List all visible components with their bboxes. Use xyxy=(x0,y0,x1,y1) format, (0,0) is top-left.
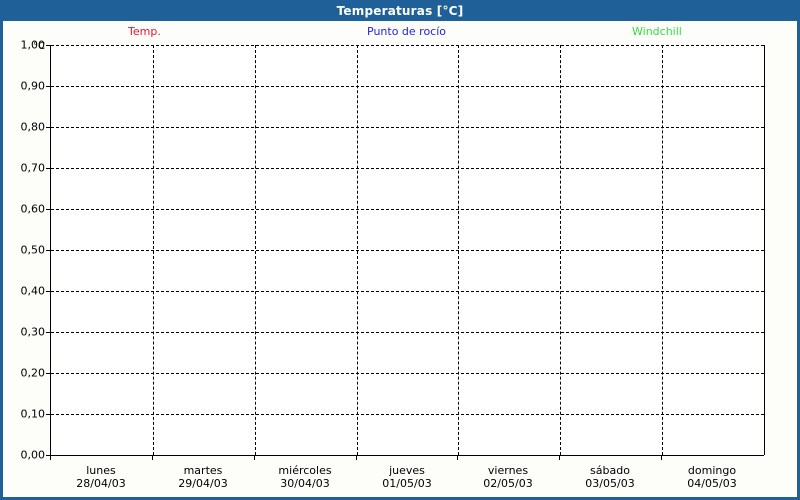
y-axis-tick-mark xyxy=(46,414,50,415)
x-axis-day-name: lunes xyxy=(86,464,116,477)
y-axis-tick-mark xyxy=(46,209,50,210)
y-axis-tick-mark xyxy=(46,45,50,46)
y-axis-tick-label: 0,70 xyxy=(20,161,46,175)
gridline-horizontal xyxy=(51,373,764,374)
x-axis-day-date: 03/05/03 xyxy=(585,477,635,490)
x-axis-day-date: 30/04/03 xyxy=(280,477,330,490)
x-axis-day-name: jueves xyxy=(389,464,425,477)
y-axis-tick-label: 0,20 xyxy=(20,366,46,380)
plot-area xyxy=(50,45,765,456)
x-axis-day-date: 28/04/03 xyxy=(76,477,126,490)
x-axis-tick-mark xyxy=(457,456,458,460)
legend-item-windchill: Windchill xyxy=(632,25,682,38)
y-axis-tick-label: 0,90 xyxy=(20,79,46,93)
y-axis-tick-label: 0,60 xyxy=(20,202,46,216)
y-axis-tick-mark xyxy=(46,332,50,333)
gridline-horizontal xyxy=(51,127,764,128)
x-axis-day-date: 02/05/03 xyxy=(483,477,533,490)
page-title: Temperaturas [°C] xyxy=(336,3,464,18)
x-axis-tick-label: martes 29/04/03 xyxy=(143,464,263,490)
gridline-horizontal xyxy=(51,250,764,251)
y-axis-unit-label: °C xyxy=(33,41,45,52)
x-axis-tick-label: viernes 02/05/03 xyxy=(448,464,568,490)
y-axis-tick-mark xyxy=(46,455,50,456)
x-axis-tick-label: miércoles 30/04/03 xyxy=(245,464,365,490)
x-axis-day-name: miércoles xyxy=(278,464,332,477)
y-axis-tick-label: 0,10 xyxy=(20,407,46,421)
x-axis-tick-label: jueves 01/05/03 xyxy=(347,464,467,490)
x-axis-day-name: domingo xyxy=(687,464,737,477)
gridline-horizontal xyxy=(51,291,764,292)
gridline-vertical xyxy=(662,45,663,455)
window-title-bar: Temperaturas [°C] xyxy=(0,0,800,21)
plot-right-edge xyxy=(764,45,765,455)
y-axis-tick-mark xyxy=(46,168,50,169)
x-axis-tick-mark xyxy=(254,456,255,460)
y-axis-tick-label: 0,50 xyxy=(20,243,46,257)
x-axis-tick-mark xyxy=(661,456,662,460)
y-axis-tick-label: 0,80 xyxy=(20,120,46,134)
y-axis-tick-mark xyxy=(46,373,50,374)
y-axis-tick-label: 0,40 xyxy=(20,284,46,298)
gridline-vertical xyxy=(255,45,256,455)
x-axis-tick-mark xyxy=(152,456,153,460)
y-axis-tick-mark xyxy=(46,250,50,251)
x-axis-day-date: 01/05/03 xyxy=(382,477,432,490)
gridline-vertical xyxy=(153,45,154,455)
plot-gridlines xyxy=(51,45,764,456)
y-axis-tick-label: 0,00 xyxy=(20,448,46,462)
gridline-horizontal xyxy=(51,168,764,169)
x-axis-tick-mark xyxy=(356,456,357,460)
gridline-vertical xyxy=(458,45,459,455)
gridline-horizontal xyxy=(51,414,764,415)
x-axis-day-name: viernes xyxy=(487,464,529,477)
x-axis-tick-mark xyxy=(559,456,560,460)
x-axis-tick-mark xyxy=(50,456,51,460)
x-axis-day-name: sábado xyxy=(590,464,630,477)
x-axis-day-name: martes xyxy=(183,464,223,477)
y-axis-tick-label: 0,30 xyxy=(20,325,46,339)
gridline-horizontal xyxy=(51,332,764,333)
y-axis-tick-label: 1,00 xyxy=(20,38,46,52)
y-axis-tick-mark xyxy=(46,127,50,128)
legend-item-dewpoint: Punto de rocío xyxy=(367,25,447,38)
chart-legend: Temp. Punto de rocío Windchill xyxy=(0,25,800,41)
y-axis-tick-mark xyxy=(46,86,50,87)
gridline-horizontal xyxy=(51,45,764,46)
gridline-horizontal xyxy=(51,86,764,87)
x-axis-day-date: 04/05/03 xyxy=(687,477,737,490)
x-axis-day-date: 29/04/03 xyxy=(178,477,228,490)
gridline-vertical xyxy=(357,45,358,455)
gridline-horizontal xyxy=(51,455,764,456)
gridline-horizontal xyxy=(51,209,764,210)
legend-item-temp: Temp. xyxy=(128,25,161,38)
x-axis-tick-label: lunes 28/04/03 xyxy=(41,464,161,490)
y-axis-tick-mark xyxy=(46,291,50,292)
x-axis-tick-label: domingo 04/05/03 xyxy=(652,464,772,490)
x-axis-tick-label: sábado 03/05/03 xyxy=(550,464,670,490)
gridline-vertical xyxy=(560,45,561,455)
